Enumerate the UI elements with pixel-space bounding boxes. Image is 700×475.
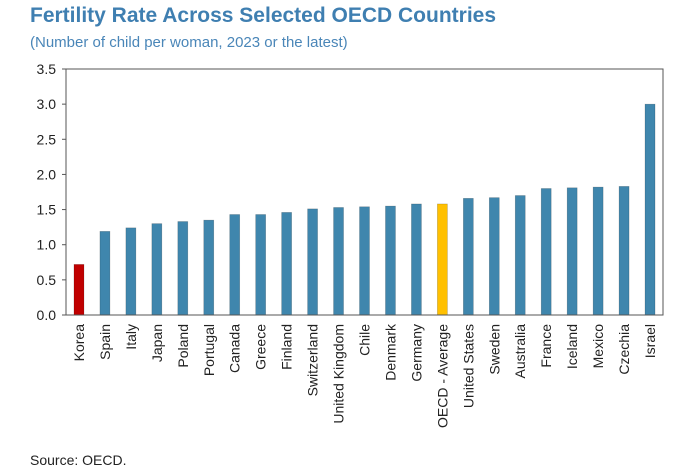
x-tick-label: Iceland [564,324,580,369]
bar-korea [73,264,85,316]
bars-group [73,103,656,316]
x-tick-label: Czechia [616,324,632,375]
x-tick-label: Portugal [201,324,217,376]
x-tick-label: Sweden [486,324,502,375]
plot-area-frame [65,68,664,316]
x-tick-label: United Kingdom [331,324,347,424]
bar-spain [99,231,111,316]
bar-sweden [488,197,500,316]
bar-united-states [463,198,474,316]
bar-switzerland [307,208,318,316]
bar-israel [644,103,656,316]
x-tick-label: OECD - Average [434,324,450,428]
y-tick-label: 0.5 [37,272,57,288]
x-tick-label: Canada [227,324,243,373]
x-tick-label: Mexico [590,324,606,369]
x-tick-label: Germany [408,324,424,382]
bar-australia [514,195,526,316]
bar-france [540,188,552,316]
y-tick-label: 3.0 [37,96,57,112]
bar-greece [255,214,266,316]
bar-chile [359,206,370,316]
x-tick-label: France [538,324,554,368]
chart-subtitle: (Number of child per woman, 2023 or the … [30,34,348,51]
bar-czechia [618,186,630,316]
bar-oecd-average [437,203,448,316]
bar-italy [125,227,137,316]
x-axis-labels: Korea Spain Italy Japan Poland Portugal Canada… [71,323,658,428]
x-tick-label: Israel [642,324,658,358]
y-tick-label: 3.5 [37,61,57,77]
bar-japan [151,223,163,316]
x-tick-label: Australia [512,324,528,379]
y-tick-label: 1.0 [37,237,57,253]
chart-title: Fertility Rate Across Selected OECD Coun… [30,4,497,27]
x-tick-label: Poland [175,324,191,368]
x-tick-label: Denmark [382,323,398,381]
bar-portugal [203,219,215,316]
y-tick-label: 0.0 [37,307,57,323]
x-tick-label: Korea [71,324,87,362]
bar-united-kingdom [333,207,344,316]
x-tick-label: Spain [97,324,113,360]
bar-canada [229,214,241,316]
x-tick-label: Greece [253,324,269,370]
bar-mexico [592,186,604,316]
x-tick-label: United States [460,324,476,408]
bar-iceland [566,187,578,316]
y-tick-label: 2.5 [37,131,57,147]
y-axis: 0.0 0.5 1.0 1.5 2.0 2.5 3.0 3.5 [37,61,66,323]
x-tick-label: Japan [149,324,165,362]
y-tick-label: 2.0 [37,166,57,182]
bar-finland [281,212,292,316]
y-tick-label: 1.5 [37,202,57,218]
x-tick-label: Switzerland [305,324,321,396]
source-note: Source: OECD. [30,452,127,468]
bar-germany [411,203,422,316]
bar-poland [177,221,189,316]
x-tick-label: Finland [279,324,295,370]
x-tick-label: Chile [357,324,373,356]
bar-denmark [385,205,396,316]
x-tick-label: Italy [123,324,139,350]
